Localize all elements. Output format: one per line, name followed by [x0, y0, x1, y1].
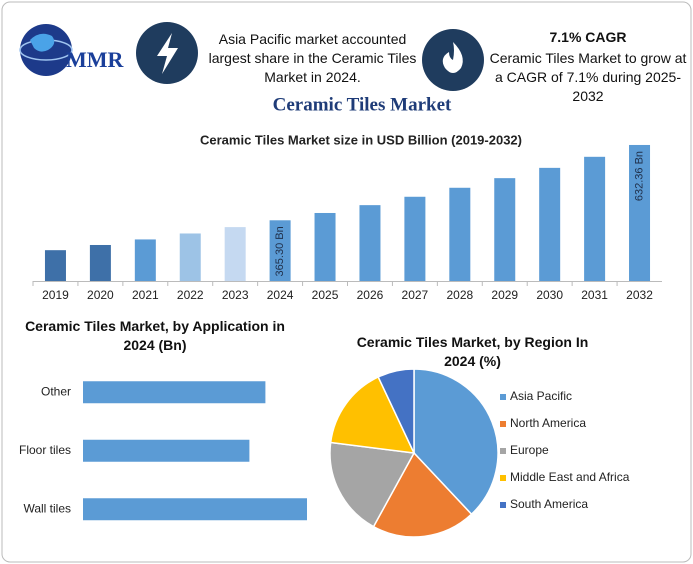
logo-land [30, 33, 55, 52]
bar [134, 239, 156, 281]
x-tick-label: 2031 [581, 288, 608, 302]
legend-label: North America [510, 416, 586, 430]
bar [629, 144, 651, 281]
bar [584, 156, 606, 281]
pie-slice [372, 451, 473, 538]
y-tick-label: Other [41, 384, 71, 398]
x-tick-label: 2028 [446, 288, 473, 302]
x-tick-label: 2019 [42, 288, 69, 302]
flame-glyph [442, 42, 463, 73]
bar [44, 250, 66, 281]
bar [179, 233, 201, 281]
bolt-glyph [157, 33, 178, 74]
legend-label: South America [510, 497, 588, 511]
legend-swatch [500, 421, 506, 427]
x-tick-label: 2023 [222, 288, 249, 302]
pie-slice [329, 375, 416, 454]
chart-title: Ceramic Tiles Market size in USD Billion… [200, 132, 522, 147]
legend-swatch [500, 394, 506, 400]
bar [449, 187, 471, 281]
bar [269, 220, 291, 281]
value-label: 365.30 Bn [274, 226, 286, 276]
bar [314, 212, 336, 281]
info-text: Asia Pacific market accounted largest sh… [208, 31, 417, 85]
logo-text: MMR [66, 47, 125, 72]
x-tick-label: 2022 [177, 288, 204, 302]
legend-label: Asia Pacific [510, 389, 572, 403]
bar [359, 205, 381, 281]
x-tick-label: 2021 [132, 288, 159, 302]
legend-swatch [500, 448, 506, 454]
x-tick-label: 2027 [402, 288, 429, 302]
bar [224, 227, 246, 281]
bar [83, 381, 266, 404]
x-tick-label: 2025 [312, 288, 339, 302]
info-text: Ceramic Tiles Market to grow at a CAGR o… [489, 50, 687, 104]
bar [539, 167, 561, 281]
info-title: 7.1% CAGR [549, 29, 627, 45]
bar [494, 178, 516, 281]
pie-slice [413, 368, 499, 516]
bar [89, 244, 111, 281]
pie-slice [377, 368, 415, 454]
pie-slice [329, 441, 416, 528]
value-label: 632.36 Bn [633, 151, 645, 201]
x-tick-label: 2032 [626, 288, 653, 302]
x-tick-label: 2024 [267, 288, 294, 302]
legend-label: Europe [510, 443, 549, 457]
y-tick-label: Floor tiles [19, 443, 71, 457]
chart-title: Ceramic Tiles Market, by Application in … [25, 318, 285, 353]
x-tick-label: 2029 [491, 288, 518, 302]
bar [404, 196, 426, 281]
legend-swatch [500, 502, 506, 508]
legend-label: Middle East and Africa [510, 470, 630, 484]
bar [83, 439, 250, 462]
legend-swatch [500, 475, 506, 481]
chart-title: Ceramic Tiles Market, by Region In 2024 … [356, 334, 589, 369]
x-tick-label: 2020 [87, 288, 114, 302]
y-tick-label: Wall tiles [23, 501, 71, 515]
x-tick-label: 2030 [536, 288, 563, 302]
page-title: Ceramic Tiles Market [273, 94, 452, 115]
bar [83, 498, 307, 521]
x-tick-label: 2026 [357, 288, 384, 302]
